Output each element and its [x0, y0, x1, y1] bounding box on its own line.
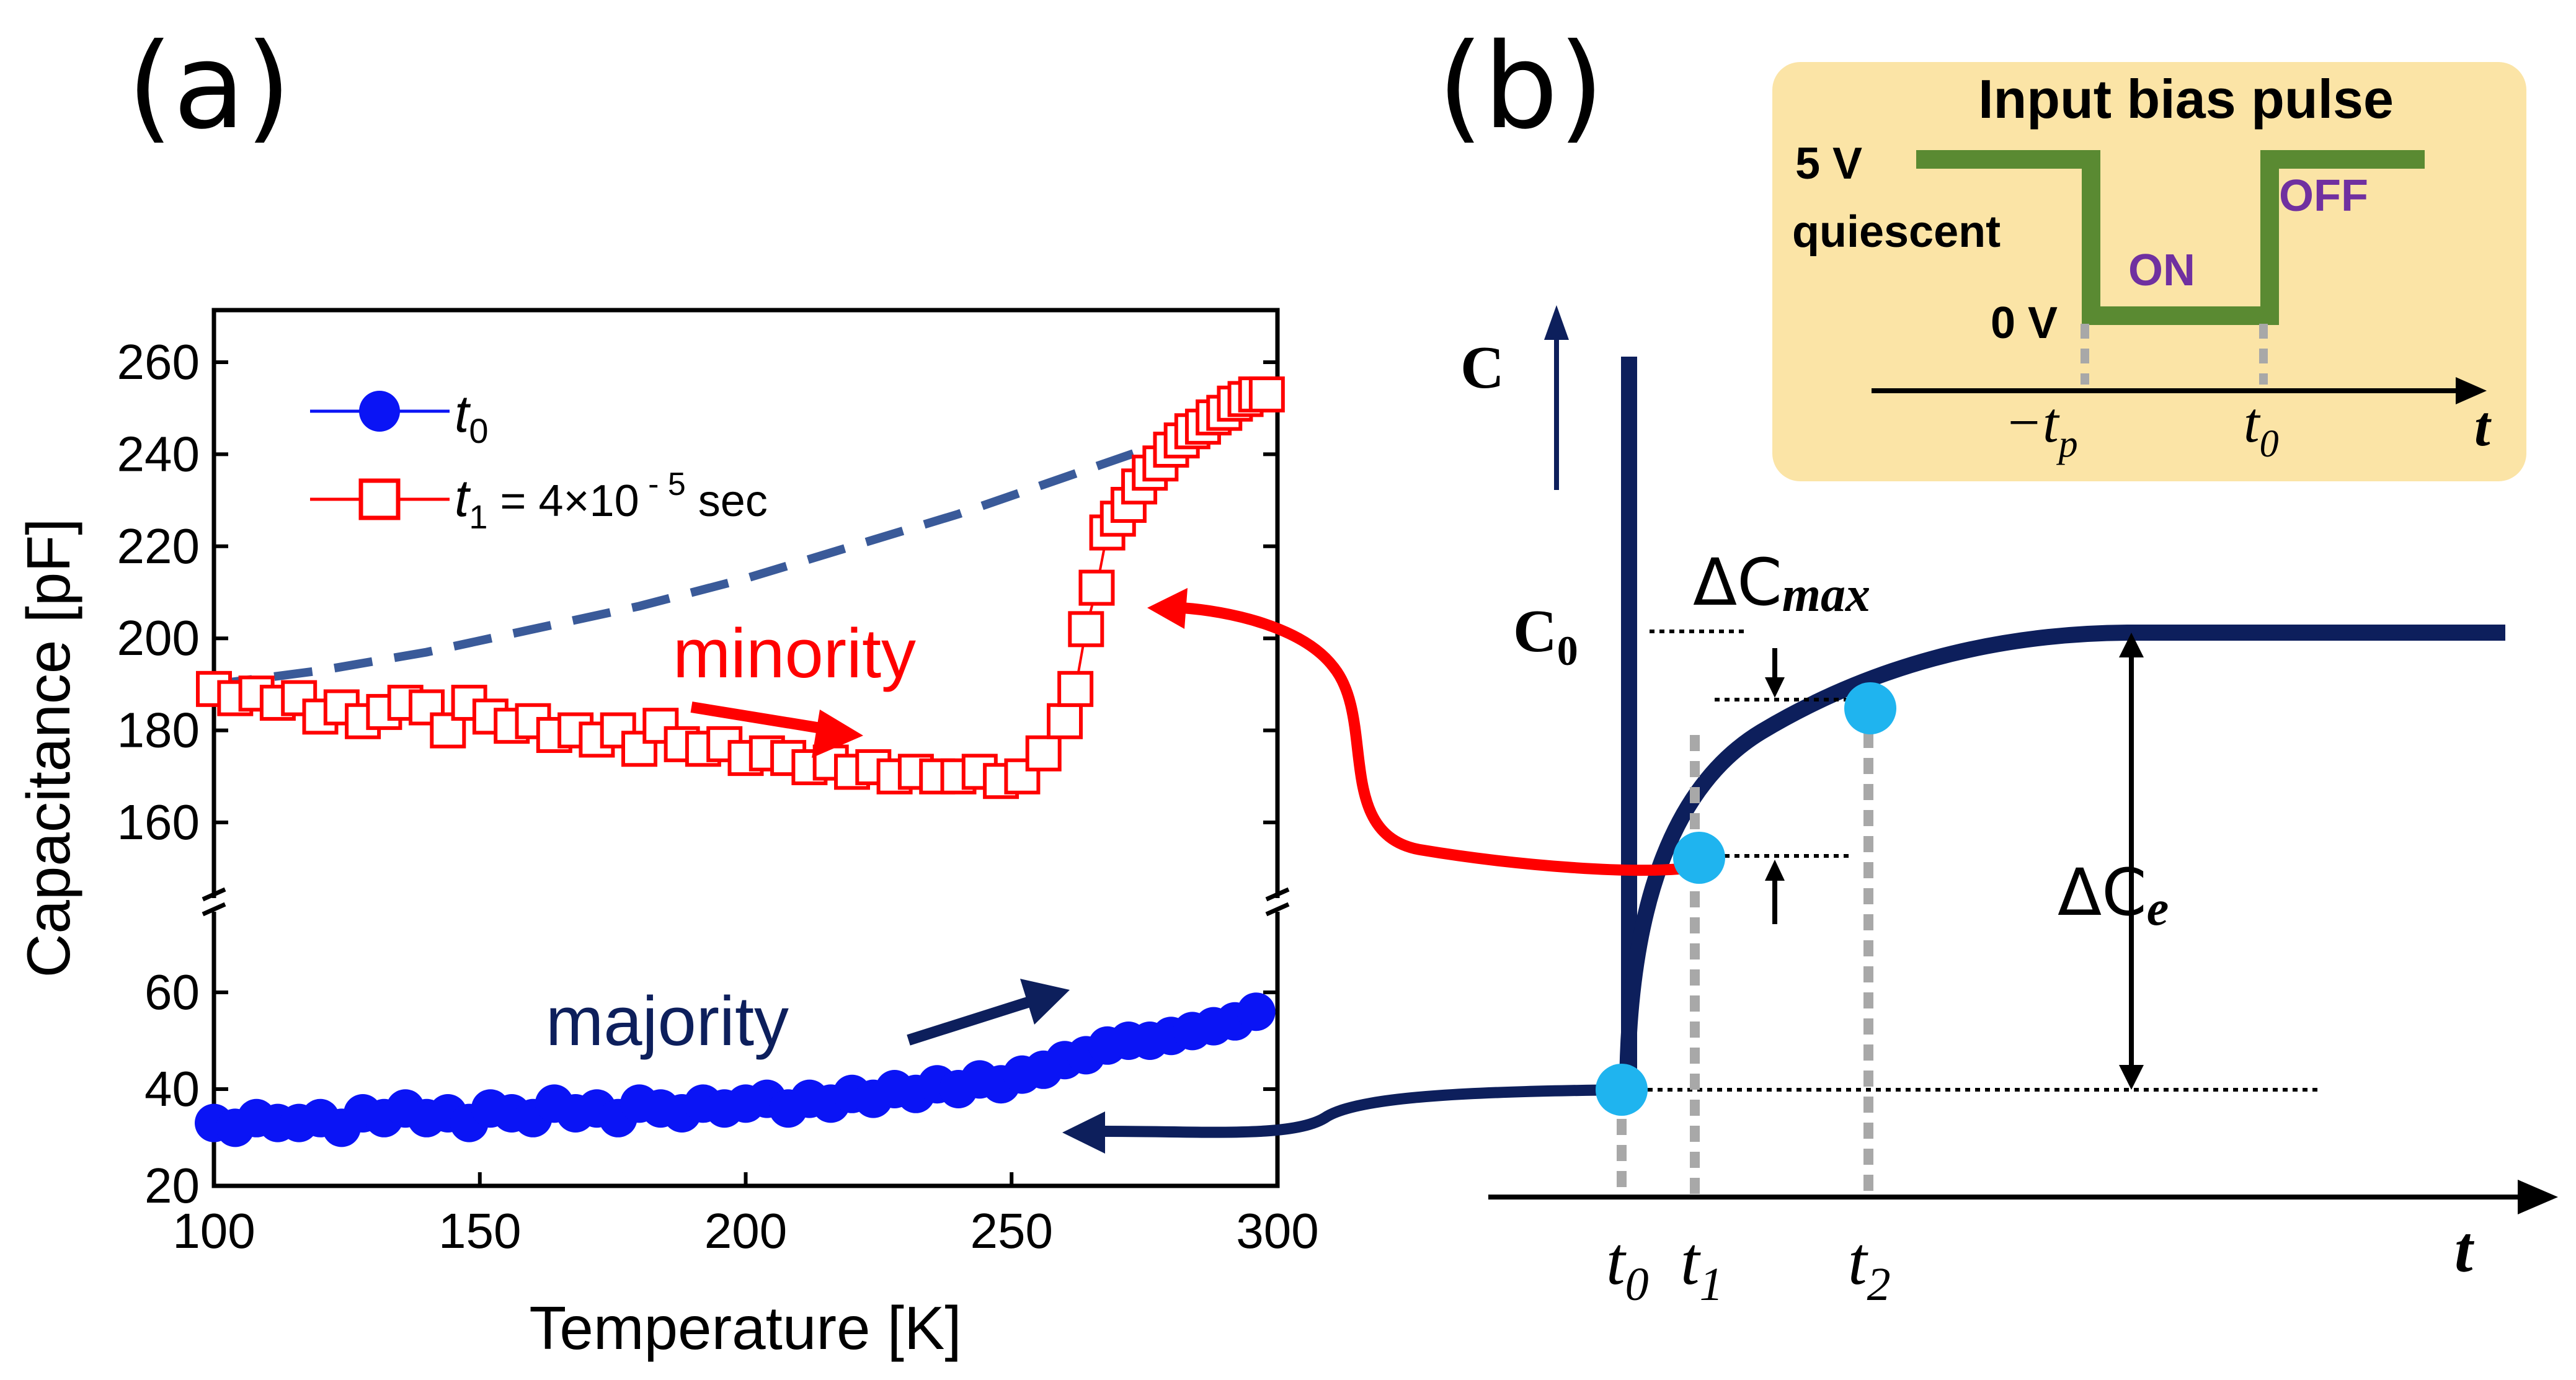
y-tick-label: 200: [117, 610, 200, 666]
y-tick-label: 240: [117, 426, 200, 481]
x-tick-label: 100: [172, 1203, 255, 1258]
x-tick-label: 250: [970, 1203, 1053, 1258]
t1-data-point: [1248, 376, 1285, 412]
inset-0v-label: 0 V: [1991, 298, 2058, 348]
inset-t0-label: t0: [2244, 391, 2279, 465]
majority-arrow-head: [1020, 979, 1070, 1025]
panel-b: (b) Input bias pulse 5 V quiescent 0 V O…: [1062, 18, 2558, 1311]
inset-off-label: OFF: [2279, 171, 2368, 221]
c-axis-arrow-head: [1544, 305, 1569, 340]
legend-t1-marker: [358, 478, 401, 520]
inset-axis-arrow: [2456, 377, 2487, 404]
majority-label: majority: [546, 982, 789, 1060]
legend: t0 t1 = 4×10 - 5 sec: [310, 385, 768, 536]
t1-axis-label: t1: [1681, 1223, 1723, 1311]
t1-data-point: [1047, 703, 1083, 739]
dce-label: ΔCe: [2058, 855, 2169, 936]
y-tick-label: 180: [117, 703, 200, 758]
inset-t-label: t: [2474, 394, 2492, 458]
t1-data-point: [1057, 670, 1094, 707]
t1-data-point: [1068, 611, 1104, 648]
panel-a: (a) 100 150 200 250 300 160 180 200 220 240 260 20 4…: [14, 18, 1319, 1362]
inset-on-label: ON: [2128, 246, 2195, 295]
t0-data-point: [1237, 992, 1276, 1031]
x-tick-label: 150: [438, 1203, 521, 1258]
t1-data-point: [1078, 569, 1115, 606]
minority-label: minority: [673, 615, 916, 692]
y-axis-label: Capacitance [pF]: [14, 519, 82, 978]
c0-label: C0: [1513, 598, 1578, 674]
t0-to-majority-connector: [1103, 1084, 1622, 1138]
t-axis-label: t: [2454, 1213, 2475, 1286]
t1-connector-head: [1147, 588, 1188, 629]
legend-t1-label: t1 = 4×10 - 5 sec: [455, 466, 768, 536]
dcmax-arrow-top-head: [1765, 677, 1785, 698]
axis-break-left: [202, 887, 226, 917]
majority-arrow-shaft: [907, 994, 1037, 1046]
bias-pulse-spike: [1621, 357, 1637, 1088]
x-tick-label: 300: [1236, 1203, 1318, 1258]
t1-marker: [1673, 832, 1725, 884]
t-axis-arrow-head: [2518, 1180, 2558, 1214]
y-tick-label: 20: [144, 1158, 200, 1213]
y-tick-label: 220: [117, 519, 200, 574]
x-axis-label: Temperature [K]: [529, 1294, 961, 1362]
dcmax-arrow-bottom-head: [1765, 860, 1785, 881]
t1-to-minority-connector: [1181, 602, 1697, 876]
y-tick-label: 260: [117, 334, 200, 390]
y-tick-label: 60: [144, 964, 200, 1020]
c-axis-label: C: [1460, 334, 1504, 401]
minority-arrow-head: [812, 710, 863, 758]
legend-t0-label: t0: [455, 385, 489, 450]
pulse-waveform: [1916, 150, 2425, 325]
inset-quiescent-label: quiescent: [1792, 207, 2001, 257]
dashed-fit-line: [213, 394, 1279, 689]
capacitance-transient-curve: [1619, 625, 2505, 1089]
x-tick-label: 200: [704, 1203, 787, 1258]
inset-minus-tp-label: −tp: [2004, 391, 2078, 465]
t1-data-point: [1025, 735, 1062, 772]
t2-axis-label: t2: [1848, 1223, 1891, 1311]
t0-connector-head: [1062, 1111, 1105, 1154]
dcmax-label: ΔCmax: [1693, 545, 1870, 622]
legend-t0-marker: [359, 391, 400, 432]
t0-axis-label: t0: [1606, 1223, 1649, 1311]
dce-arrow-head-bottom: [2119, 1065, 2144, 1090]
series-t0: [195, 992, 1276, 1147]
panel-b-label: (b): [1437, 18, 1604, 155]
series-t1: [196, 376, 1285, 799]
inset-5v-label: 5 V: [1795, 139, 1862, 189]
y-tick-label: 40: [144, 1061, 200, 1116]
panel-a-label: (a): [127, 18, 291, 155]
t2-marker: [1844, 682, 1896, 734]
fit-line: [213, 394, 1279, 689]
t0-marker: [1596, 1064, 1648, 1116]
axis-ticks: 100 150 200 250 300 160 180 200 220 240 260 20 40 60: [117, 334, 1319, 1258]
inset-bias-pulse: Input bias pulse 5 V quiescent 0 V ON OF…: [1772, 62, 2526, 481]
axis-break-right: [1265, 887, 1290, 917]
inset-title: Input bias pulse: [1978, 68, 2394, 130]
dce-arrow-head-top: [2119, 633, 2144, 657]
y-tick-label: 160: [117, 795, 200, 850]
